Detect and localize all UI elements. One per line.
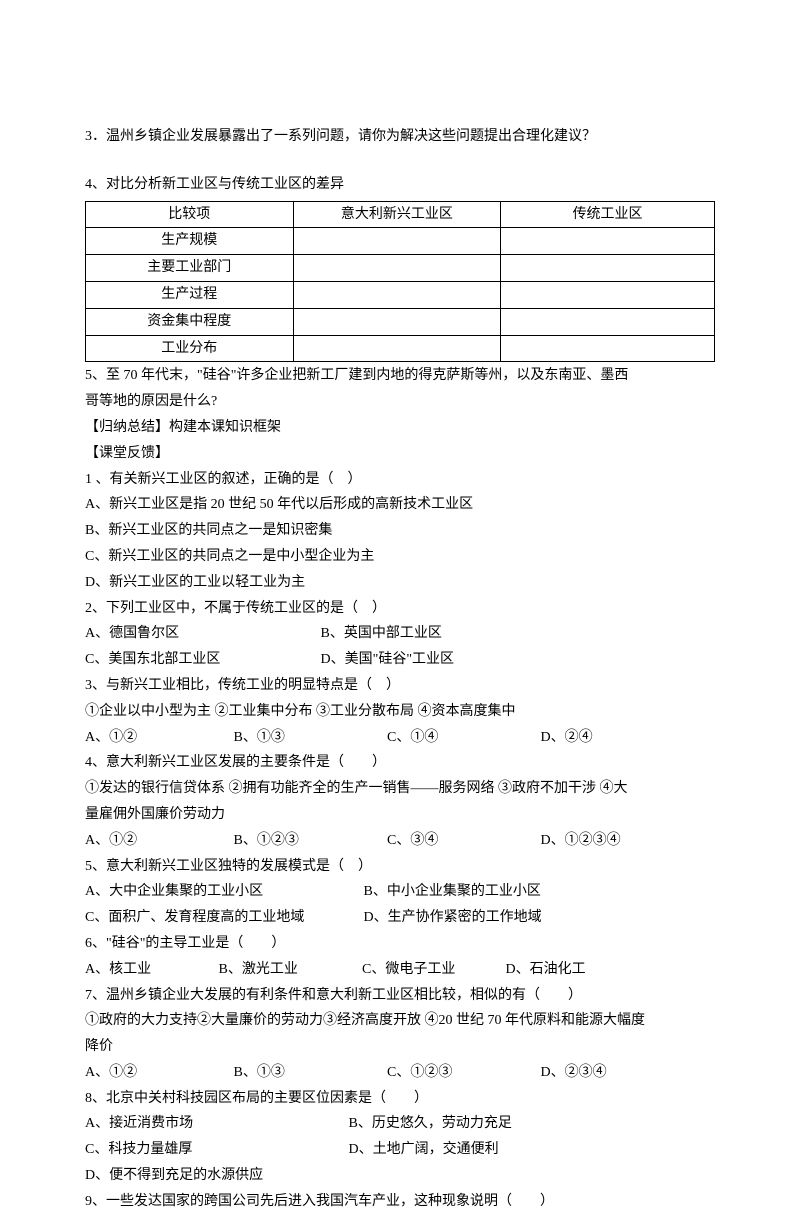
empty-cell bbox=[293, 308, 501, 335]
empty-cell bbox=[501, 228, 715, 255]
problem-6-stem: 6、"硅谷"的主导工业是（ ） bbox=[85, 932, 715, 956]
problem-2-row1: A、德国鲁尔区 B、英国中部工业区 bbox=[85, 622, 715, 646]
problem-5-option-c: C、面积广、发育程度高的工业地域 bbox=[85, 906, 360, 930]
problem-6-option-b: B、激光工业 bbox=[219, 958, 359, 982]
problem-4-cond1: ①发达的银行信贷体系 ②拥有功能齐全的生产一销售——服务网络 ③政府不加干涉 ④… bbox=[85, 777, 715, 801]
problem-5-option-d: D、生产协作紧密的工作地域 bbox=[364, 906, 542, 930]
table-row: 生产过程 bbox=[86, 281, 715, 308]
question-5-line2: 哥等地的原因是什么? bbox=[85, 390, 715, 414]
problem-6-option-d: D、石油化工 bbox=[506, 958, 586, 982]
empty-cell bbox=[501, 281, 715, 308]
table-row: 主要工业部门 bbox=[86, 255, 715, 282]
problem-5-stem: 5、意大利新兴工业区独特的发展模式是（ ） bbox=[85, 855, 715, 879]
table-row: 生产规模 bbox=[86, 228, 715, 255]
empty-cell bbox=[293, 255, 501, 282]
problem-7-option-c: C、①②③ bbox=[387, 1061, 537, 1085]
problem-3-conditions: ①企业以中小型为主 ②工业集中分布 ③工业分散布局 ④资本高度集中 bbox=[85, 700, 715, 724]
problem-1-option-d: D、新兴工业区的工业以轻工业为主 bbox=[85, 571, 715, 595]
problem-2-option-a: A、德国鲁尔区 bbox=[85, 622, 317, 646]
empty-cell bbox=[501, 335, 715, 362]
problem-8-row1: A、接近消费市场 B、历史悠久，劳动力充足 bbox=[85, 1112, 715, 1136]
problem-5-option-a: A、大中企业集聚的工业小区 bbox=[85, 880, 360, 904]
problem-1-stem: 1 、有关新兴工业区的叙述，正确的是（ ） bbox=[85, 468, 715, 492]
empty-cell bbox=[501, 308, 715, 335]
problem-4-option-c: C、③④ bbox=[387, 829, 537, 853]
problem-3-option-a: A、①② bbox=[85, 726, 230, 750]
table-row: 工业分布 bbox=[86, 335, 715, 362]
row-label: 生产过程 bbox=[86, 281, 294, 308]
problem-7-options: A、①② B、①③ C、①②③ D、②③④ bbox=[85, 1061, 715, 1085]
empty-cell bbox=[293, 228, 501, 255]
problem-2-option-c: C、美国东北部工业区 bbox=[85, 648, 317, 672]
problem-5-row1: A、大中企业集聚的工业小区 B、中小企业集聚的工业小区 bbox=[85, 880, 715, 904]
problem-4-option-a: A、①② bbox=[85, 829, 230, 853]
problem-1-option-b: B、新兴工业区的共同点之一是知识密集 bbox=[85, 519, 715, 543]
row-label: 主要工业部门 bbox=[86, 255, 294, 282]
problem-7-option-a: A、①② bbox=[85, 1061, 230, 1085]
table-row: 资金集中程度 bbox=[86, 308, 715, 335]
problem-8-row2: C、科技力量雄厚 D、土地广阔，交通便利 bbox=[85, 1138, 715, 1162]
problem-5-option-b: B、中小企业集聚的工业小区 bbox=[364, 880, 541, 904]
table-header-row: 比较项 意大利新兴工业区 传统工业区 bbox=[86, 201, 715, 228]
problem-3-option-d: D、②④ bbox=[541, 726, 593, 750]
empty-cell bbox=[501, 255, 715, 282]
empty-cell bbox=[293, 335, 501, 362]
header-cell: 比较项 bbox=[86, 201, 294, 228]
problem-8-option-e: D、便不得到充足的水源供应 bbox=[85, 1164, 715, 1188]
problem-2-row2: C、美国东北部工业区 D、美国"硅谷"工业区 bbox=[85, 648, 715, 672]
problem-3-option-b: B、①③ bbox=[234, 726, 384, 750]
header-cell: 意大利新兴工业区 bbox=[293, 201, 501, 228]
problem-7-option-d: D、②③④ bbox=[541, 1061, 607, 1085]
problem-8-option-d: D、土地广阔，交通便利 bbox=[349, 1138, 499, 1162]
problem-2-option-b: B、英国中部工业区 bbox=[321, 622, 442, 646]
problem-3-stem: 3、与新兴工业相比，传统工业的明显特点是（ ） bbox=[85, 674, 715, 698]
problem-4-options: A、①② B、①②③ C、③④ D、①②③④ bbox=[85, 829, 715, 853]
summary-heading: 【归纳总结】构建本课知识框架 bbox=[85, 416, 715, 440]
problem-4-stem: 4、意大利新兴工业区发展的主要条件是（ ） bbox=[85, 751, 715, 775]
problem-3-options: A、①② B、①③ C、①④ D、②④ bbox=[85, 726, 715, 750]
problem-7-stem: 7、温州乡镇企业大发展的有利条件和意大利新工业区相比较，相似的有（ ） bbox=[85, 984, 715, 1008]
problem-6-option-a: A、核工业 bbox=[85, 958, 215, 982]
comparison-table: 比较项 意大利新兴工业区 传统工业区 生产规模 主要工业部门 生产过程 资金集中… bbox=[85, 201, 715, 363]
problem-8-stem: 8、北京中关村科技园区布局的主要区位因素是（ ） bbox=[85, 1087, 715, 1111]
question-3: 3．温州乡镇企业发展暴露出了一系列问题，请你为解决这些问题提出合理化建议？ bbox=[85, 125, 715, 149]
problem-4-option-d: D、①②③④ bbox=[541, 829, 621, 853]
question-5-line1: 5、至 70 年代末，"硅谷"许多企业把新工厂建到内地的得克萨斯等州，以及东南亚… bbox=[85, 364, 715, 388]
problem-7-option-b: B、①③ bbox=[234, 1061, 384, 1085]
problem-6-option-c: C、微电子工业 bbox=[362, 958, 502, 982]
problem-1-option-c: C、新兴工业区的共同点之一是中小型企业为主 bbox=[85, 545, 715, 569]
blank-space bbox=[85, 151, 715, 173]
problem-9-stem: 9、一些发达国家的跨国公司先后进入我国汽车产业，这种现象说明（ ） bbox=[85, 1190, 715, 1214]
problem-7-cond2: 降价 bbox=[85, 1035, 715, 1059]
row-label: 资金集中程度 bbox=[86, 308, 294, 335]
empty-cell bbox=[293, 281, 501, 308]
problem-8-option-a: A、接近消费市场 bbox=[85, 1112, 345, 1136]
problem-4-cond2: 量雇佣外国廉价劳动力 bbox=[85, 803, 715, 827]
row-label: 工业分布 bbox=[86, 335, 294, 362]
problem-7-cond1: ①政府的大力支持②大量廉价的劳动力③经济高度开放 ④20 世纪 70 年代原料和… bbox=[85, 1009, 715, 1033]
problem-6-options: A、核工业 B、激光工业 C、微电子工业 D、石油化工 bbox=[85, 958, 715, 982]
feedback-heading: 【课堂反馈】 bbox=[85, 442, 715, 466]
problem-2-stem: 2、下列工业区中，不属于传统工业区的是（ ） bbox=[85, 597, 715, 621]
problem-8-option-b: B、历史悠久，劳动力充足 bbox=[349, 1112, 512, 1136]
problem-5-row2: C、面积广、发育程度高的工业地域 D、生产协作紧密的工作地域 bbox=[85, 906, 715, 930]
header-cell: 传统工业区 bbox=[501, 201, 715, 228]
question-4: 4、对比分析新工业区与传统工业区的差异 bbox=[85, 173, 715, 197]
problem-4-option-b: B、①②③ bbox=[234, 829, 384, 853]
problem-8-option-c: C、科技力量雄厚 bbox=[85, 1138, 345, 1162]
row-label: 生产规模 bbox=[86, 228, 294, 255]
problem-3-option-c: C、①④ bbox=[387, 726, 537, 750]
problem-1-option-a: A、新兴工业区是指 20 世纪 50 年代以后形成的高新技术工业区 bbox=[85, 493, 715, 517]
problem-2-option-d: D、美国"硅谷"工业区 bbox=[321, 648, 455, 672]
